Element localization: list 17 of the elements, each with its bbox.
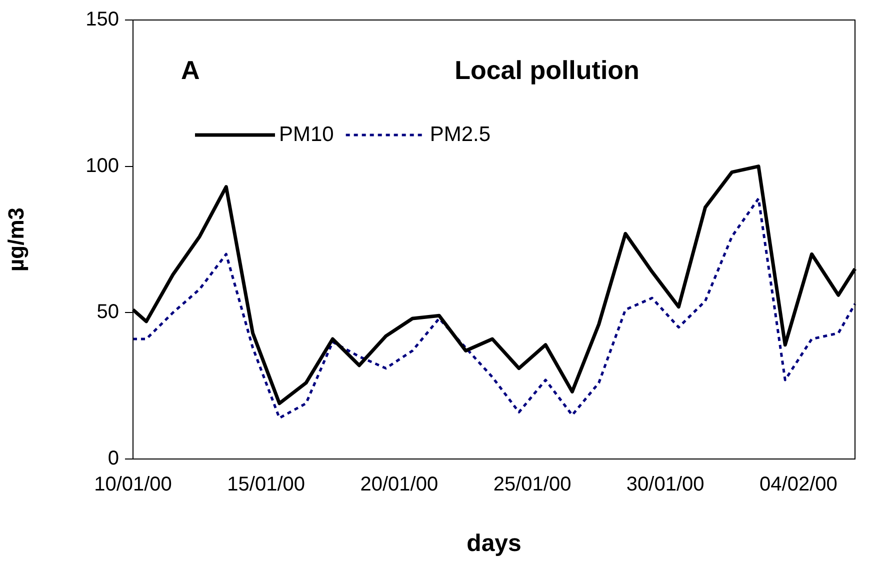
x-tick-label: 30/01/00	[626, 474, 704, 496]
y-tick-label: 50	[96, 301, 119, 324]
legend-label: PM10	[279, 122, 334, 146]
y-tick-label: 150	[86, 8, 119, 31]
x-tick-label: 25/01/00	[493, 474, 572, 496]
annotation: A	[181, 55, 200, 86]
x-axis-title: days	[466, 530, 522, 558]
line-series	[132, 197, 856, 420]
x-tick-label: 04/02/00	[760, 474, 838, 496]
x-tick-label: 10/01/00	[94, 474, 172, 496]
legend-label: PM2.5	[430, 122, 491, 146]
x-tick-label: 20/01/00	[360, 474, 438, 496]
text: Local pollution	[454, 55, 640, 86]
y-axis-title: µg/m3	[3, 207, 28, 272]
x-tick-label: 15/01/00	[227, 474, 306, 496]
y-tick-label: 100	[86, 154, 119, 177]
y-tick-label: 0	[108, 448, 119, 470]
